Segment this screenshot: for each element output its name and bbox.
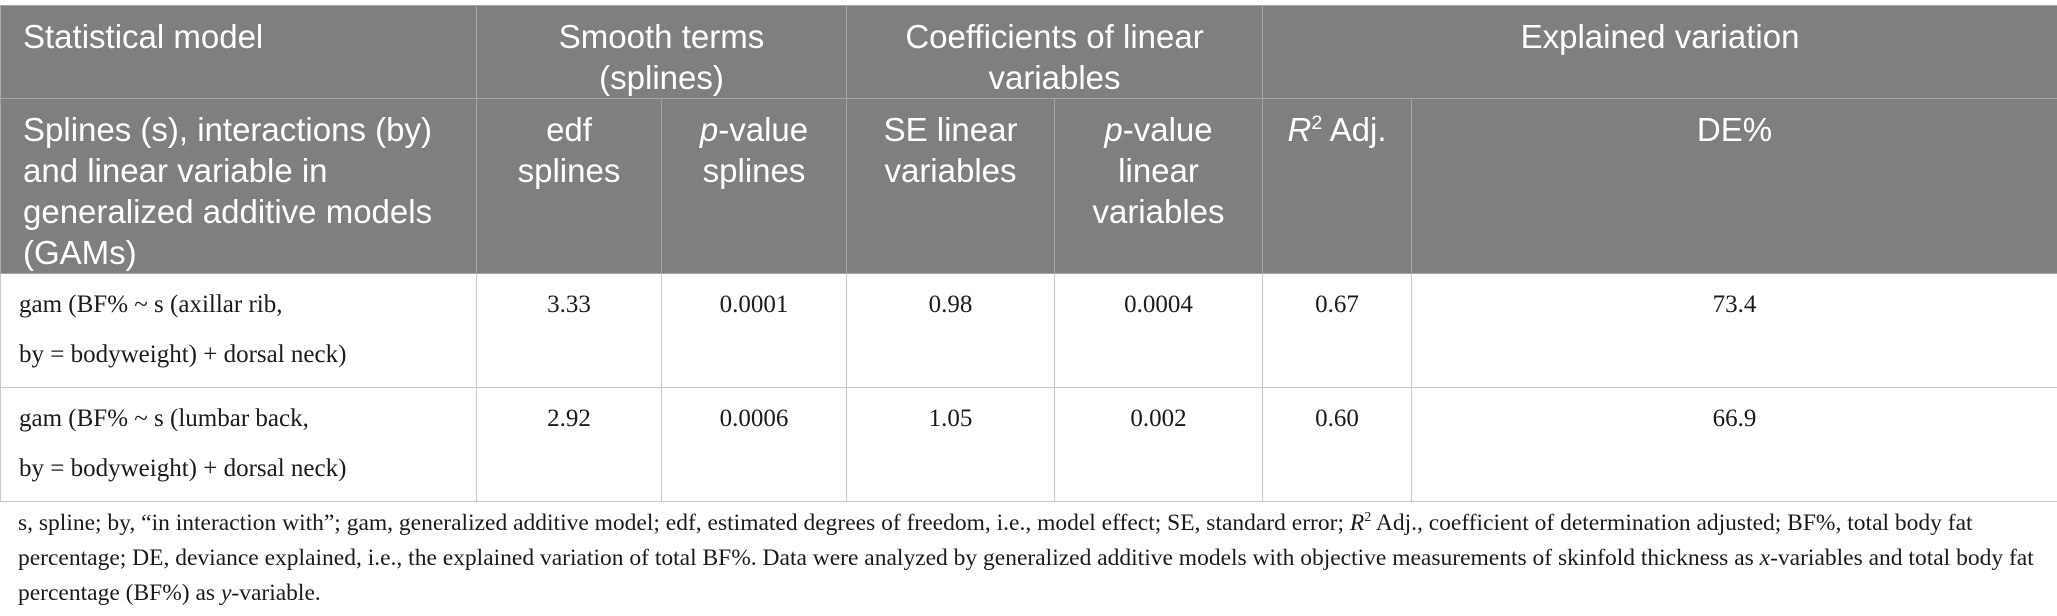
r2-superscript: 2	[1311, 112, 1323, 134]
group-header-row: Statistical model Smooth terms (splines)…	[0, 5, 2057, 99]
edf-cell: 3.33	[476, 273, 662, 388]
results-table: Statistical model Smooth terms (splines)…	[0, 5, 2057, 502]
header-edf-splines: edf splines	[476, 98, 662, 274]
p-linear-cell: 0.0004	[1054, 273, 1264, 388]
p-splines-cell: 0.0001	[660, 273, 848, 388]
se-cell: 1.05	[846, 387, 1056, 502]
model-line-1: gam (BF% ~ s (axillar rib,	[19, 291, 283, 318]
sub-header-row: Splines (s), interactions (by) and linea…	[0, 98, 2057, 274]
p-splines-cell: 0.0006	[660, 387, 848, 502]
model-line-2: by = bodyweight) + dorsal neck)	[19, 341, 347, 368]
header-explained-variation: Explained variation	[1262, 5, 2057, 99]
footnote-r-italic: R	[1349, 510, 1365, 536]
footnote-y-italic: y	[220, 580, 232, 606]
table-row: gam (BF% ~ s (axillar rib, by = bodyweig…	[0, 273, 2057, 388]
p-italic: p	[699, 111, 719, 148]
header-p-value-linear: p-value linear variables	[1054, 98, 1264, 274]
model-formula-cell: gam (BF% ~ s (lumbar back, by = bodyweig…	[0, 387, 477, 502]
table-row: gam (BF% ~ s (lumbar back, by = bodyweig…	[0, 387, 2057, 502]
r-italic: R	[1287, 111, 1312, 148]
footnote-part-4: -variable.	[231, 580, 321, 606]
header-de-percent: DE%	[1411, 98, 2057, 274]
header-model-description: Splines (s), interactions (by) and linea…	[0, 98, 477, 274]
header-p-value-splines: p-value splines	[660, 98, 848, 274]
footnote-part-3: -variables and total body fat percentage…	[18, 545, 2034, 606]
de-cell: 66.9	[1411, 387, 2057, 502]
p-linear-cell: 0.002	[1054, 387, 1264, 502]
footnote-part-1: s, spline; by, “in interaction with”; ga…	[18, 510, 1350, 536]
r2-rest: Adj.	[1322, 111, 1387, 148]
model-formula-cell: gam (BF% ~ s (axillar rib, by = bodyweig…	[0, 273, 477, 388]
header-smooth-terms: Smooth terms (splines)	[475, 5, 848, 99]
model-line-2: by = bodyweight) + dorsal neck)	[19, 455, 347, 482]
r2-cell: 0.67	[1262, 273, 1413, 388]
header-statistical-model: Statistical model	[0, 5, 477, 99]
header-coefficients: Coefficients of linear variables	[846, 5, 1264, 99]
footnote-x-italic: x	[1759, 545, 1771, 571]
de-cell: 73.4	[1411, 273, 2057, 388]
table-footnote: s, spline; by, “in interaction with”; ga…	[18, 506, 2048, 611]
footnote-part-2: Adj., coefficient of determination adjus…	[18, 510, 1973, 571]
edf-cell: 2.92	[476, 387, 662, 502]
r2-cell: 0.60	[1262, 387, 1413, 502]
se-cell: 0.98	[846, 273, 1056, 388]
p-linear-rest: -value linear variables	[1092, 111, 1225, 230]
header-se-linear: SE linear variables	[846, 98, 1056, 274]
model-line-1: gam (BF% ~ s (lumbar back,	[19, 405, 309, 432]
p-splines-rest: -value splines	[702, 111, 809, 189]
header-r2-adj: R2 Adj.	[1262, 98, 1413, 274]
p-italic: p	[1104, 111, 1123, 148]
footnote-r-superscript: 2	[1364, 509, 1372, 526]
